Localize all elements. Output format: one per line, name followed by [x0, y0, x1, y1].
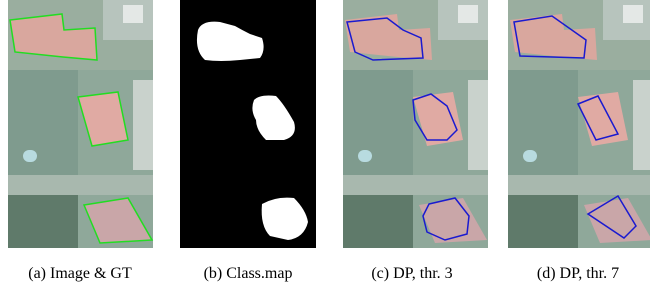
panel-dp-thr7 — [508, 0, 650, 248]
caption: (a) Image & GT — [28, 265, 132, 282]
caption: (c) DP, thr. 3 — [371, 265, 452, 282]
panel-class-map — [180, 0, 316, 248]
figure: (a) Image & GT (b) Class.map (c) DP, thr… — [0, 0, 650, 288]
panel-image-gt — [8, 0, 153, 248]
caption: (d) DP, thr. 7 — [537, 265, 619, 282]
panel-dp-thr3 — [343, 0, 488, 248]
caption: (b) Class.map — [204, 265, 293, 282]
